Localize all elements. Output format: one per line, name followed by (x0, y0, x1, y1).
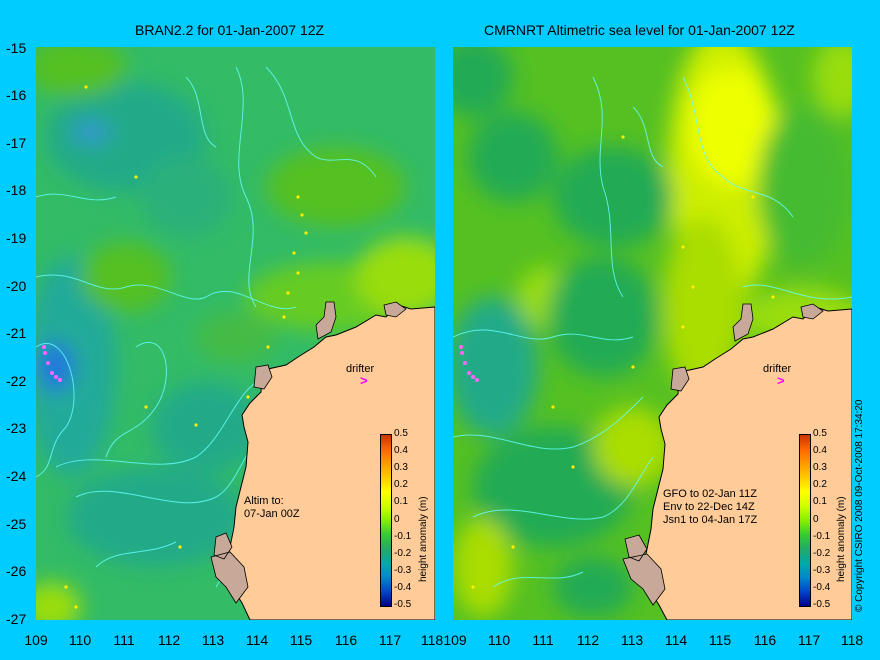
right-map-panel (453, 47, 852, 620)
y-tick-label: -27 (6, 611, 27, 627)
colorbar-tick-label: 0.2 (394, 479, 408, 491)
y-tick-label: -16 (6, 87, 27, 103)
colorbar-tick-label: 0.4 (394, 445, 408, 457)
y-tick-label: -24 (6, 468, 27, 484)
x-tick-label: 112 (157, 632, 181, 648)
colorbar-tick-label: -0.5 (813, 599, 831, 610)
colorbar-tick-label: -0.1 (394, 530, 412, 542)
colorbar-tick-label: 0 (394, 513, 400, 525)
left-colorbar-gradient (380, 434, 392, 607)
x-tick-label: 112 (576, 632, 600, 648)
x-tick-label: 116 (334, 632, 358, 648)
height-anomaly-field (453, 47, 852, 617)
y-tick-label: -19 (6, 230, 27, 246)
y-tick-label: -18 (6, 182, 27, 198)
colorbar-tick-label: 0.1 (813, 496, 827, 508)
right-colorbar-label: height anomaly (m) (836, 496, 847, 582)
contour-lines (453, 76, 852, 588)
left-altim-note: Altim to: 07-Jan 00Z (244, 495, 300, 520)
y-tick-label: -22 (6, 373, 27, 389)
colorbar-tick-label: 0.3 (394, 462, 408, 474)
left-map-panel (36, 47, 435, 620)
left-map-title: BRAN2.2 for 01-Jan-2007 12Z (135, 22, 325, 38)
x-tick-label: 118 (420, 632, 444, 648)
x-tick-label: 114 (664, 632, 688, 648)
height-anomaly-field (36, 47, 435, 620)
x-tick-label: 118 (840, 632, 864, 648)
colorbar-tick-label: 0.1 (394, 496, 408, 508)
right-map-title: CMRNRT Altimetric sea level for 01-Jan-2… (484, 22, 795, 38)
observation-dots (471, 135, 775, 589)
copyright-text: © Copyright CSIRO 2008 09-Oct-2008 17:34… (854, 399, 865, 613)
left-colorbar-label: height anomaly (m) (418, 496, 429, 582)
x-tick-label: 109 (443, 632, 467, 648)
x-tick-label: 109 (24, 632, 48, 648)
x-tick-label: 117 (797, 632, 821, 648)
colorbar-tick-label: 0.5 (813, 428, 827, 439)
x-tick-label: 116 (753, 632, 777, 648)
right-colorbar-gradient (799, 434, 811, 607)
x-tick-label: 117 (378, 632, 402, 648)
y-tick-label: -25 (6, 516, 27, 532)
colorbar-tick-label: 0.5 (394, 428, 408, 439)
colorbar-tick-label: -0.2 (394, 547, 412, 559)
drifter-track (459, 345, 479, 382)
colorbar-tick-label: 0.2 (813, 479, 827, 491)
x-tick-label: 111 (532, 632, 554, 648)
drifter-track (42, 345, 62, 382)
x-tick-label: 111 (113, 632, 135, 648)
colorbar-tick-label: -0.4 (813, 581, 831, 593)
colorbar-tick-label: 0.4 (813, 445, 827, 457)
colorbar-tick-label: 0 (813, 513, 819, 525)
right-map-svg (453, 47, 852, 620)
right-altim-note: GFO to 02-Jan 11Z Env to 22-Dec 14Z Jsn1… (663, 488, 758, 526)
colorbar-tick-label: -0.3 (394, 564, 412, 576)
x-tick-label: 113 (201, 632, 225, 648)
colorbar-tick-label: -0.1 (813, 530, 831, 542)
y-tick-label: -23 (6, 420, 27, 436)
left-drifter-label: drifter (346, 363, 375, 375)
colorbar-tick-label: -0.4 (394, 581, 412, 593)
y-tick-label: -20 (6, 278, 27, 294)
x-tick-label: 115 (289, 632, 313, 648)
y-tick-label: -21 (6, 325, 27, 341)
y-tick-label: -17 (6, 135, 27, 151)
left-map-svg (36, 47, 435, 620)
colorbar-tick-label: -0.2 (813, 547, 831, 559)
colorbar-tick-label: -0.3 (813, 564, 831, 576)
x-tick-label: 115 (708, 632, 732, 648)
reef-area (210, 301, 407, 604)
x-tick-label: 110 (487, 632, 511, 648)
x-tick-label: 110 (68, 632, 92, 648)
right-drifter-label: drifter (763, 363, 792, 375)
right-drifter-marker: > (777, 373, 785, 388)
x-tick-label: 114 (245, 632, 269, 648)
y-tick-label: -26 (6, 563, 27, 579)
colorbar-tick-label: 0.3 (813, 462, 827, 474)
x-tick-label: 113 (620, 632, 644, 648)
reef-area (622, 303, 824, 606)
y-tick-label: -15 (6, 40, 27, 56)
left-drifter-marker: > (360, 373, 368, 388)
colorbar-tick-label: -0.5 (394, 599, 412, 610)
